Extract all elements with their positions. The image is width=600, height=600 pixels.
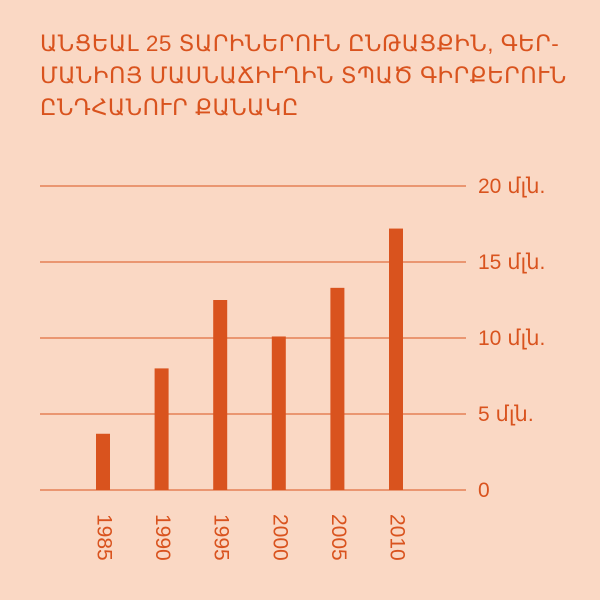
x-tick-label-2000: 2000 (268, 514, 291, 561)
y-tick-label-20: 20 մլն. (478, 175, 545, 198)
x-tick-label-1990: 1990 (151, 514, 174, 561)
x-axis-ticks: 1985 1990 1995 2000 2005 2010 (92, 514, 408, 561)
chart-title-line-2: ՄԱՆԻՈՅ ՄԱՍՆԱՃԻՒՂԻՆ ՏՊԱԾ ԳԻՐՔԵՐՈՒՆ (40, 63, 567, 88)
bar-2010 (389, 228, 403, 490)
x-tick-label-2010: 2010 (385, 514, 408, 561)
y-tick-label-10: 10 մլն. (478, 327, 545, 350)
bars (96, 228, 403, 490)
y-tick-label-0: 0 (478, 479, 490, 502)
bar-2005 (330, 287, 345, 490)
y-axis-ticks: 0 5 մլն. 10 մլն. 15 մլն. 20 մլն. (478, 175, 545, 502)
bar-1990 (154, 368, 169, 490)
chart-title-line-1: ԱՆՑԵԱԼ 25 ՏԱՐԻՆԵՐՈՒՆ ԸՆԹԱՑՔԻՆ, ԳԵՐ- (40, 31, 560, 56)
x-tick-label-1985: 1985 (92, 514, 115, 561)
chart-title: ԱՆՑԵԱԼ 25 ՏԱՐԻՆԵՐՈՒՆ ԸՆԹԱՑՔԻՆ, ԳԵՐ- ՄԱՆԻ… (40, 28, 580, 124)
x-tick-label-2005: 2005 (327, 514, 350, 561)
bar-1995 (213, 300, 228, 490)
y-tick-label-5: 5 մլն. (478, 403, 534, 426)
chart-title-line-3: ԸՆԴՀԱՆՈՒՐ ՔԱՆԱԿԸ (40, 95, 299, 120)
bar-2000 (271, 336, 286, 490)
x-tick-label-1995: 1995 (210, 514, 233, 561)
bar-1985 (96, 433, 110, 490)
y-tick-label-15: 15 մլն. (478, 251, 545, 274)
